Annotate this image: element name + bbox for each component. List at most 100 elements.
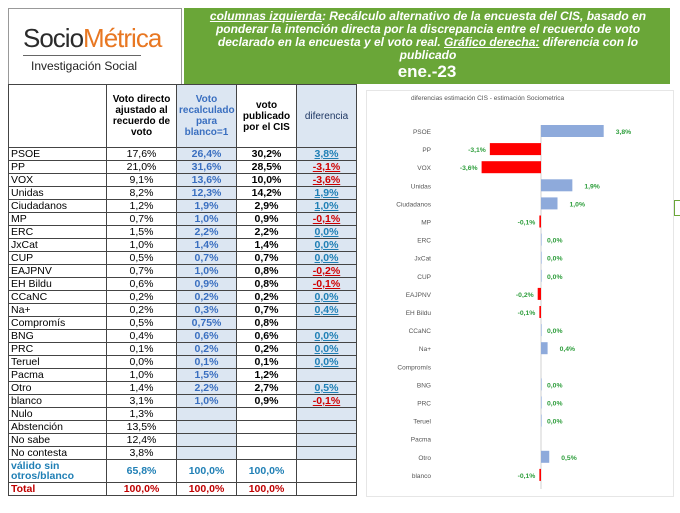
chart-category-label: EAJPNV [406,292,432,299]
direct-cell: 0,4% [106,329,177,343]
chart-data-label: 0,4% [560,346,576,353]
total-published-cell: 100,0% [236,482,297,496]
table-row: Compromís 0,5% 0,75% 0,8% [8,316,357,330]
chart-category-label: EH Bildu [406,310,432,317]
chart-category-label: JxCat [414,256,431,263]
direct-cell: 1,0% [106,368,177,382]
table-row: EH Bildu 0,6% 0,9% 0,8% -0,1% [8,277,357,291]
difference-cell: 1,0% [296,199,357,213]
chart-title: diferencias estimación CIS - estimación … [411,95,565,102]
total-empty-cell [296,482,357,496]
chart-data-label: 0,0% [547,382,563,389]
total-direct-cell: 100,0% [106,482,177,496]
chart-category-label: Otro [418,455,431,462]
chart-data-label: 0,0% [547,328,563,335]
difference-cell: 1,9% [296,186,357,200]
results-table: Voto directo ajustado al recuerdo de vot… [8,84,357,496]
header-published: voto publicado por el CIS [236,84,297,148]
direct-cell: 0,2% [106,290,177,304]
published-cell: 0,2% [236,342,297,356]
table-row: Nulo 1,3% [8,407,357,421]
chart-category-label: PP [422,147,431,154]
chart-category-label: ERC [417,238,431,245]
table-row: JxCat 1,0% 1,4% 1,4% 0,0% [8,238,357,252]
party-cell: Unidas [8,186,107,200]
recalc-cell: 1,0% [176,394,237,408]
published-cell: 28,5% [236,160,297,174]
direct-cell: 3,8% [106,446,177,460]
difference-cell: 0,0% [296,238,357,252]
chart-category-label: Na+ [419,346,431,353]
recalc-cell: 31,6% [176,160,237,174]
published-cell [236,433,297,447]
banner-text-right: diferencia con lo publicado [399,35,639,62]
chart-category-label: Teruel [413,419,431,426]
direct-cell: 1,2% [106,199,177,213]
total-recalc-cell: 100,0% [176,482,237,496]
table-row: VOX 9,1% 13,6% 10,0% -3,6% [8,173,357,187]
chart-category-label: CUP [417,274,431,281]
valid-recalc-cell: 100,0% [176,459,237,483]
difference-cell: 0,0% [296,355,357,369]
published-cell: 14,2% [236,186,297,200]
party-cell: CCaNC [8,290,107,304]
chart-data-label: 3,8% [616,129,632,136]
direct-cell: 1,4% [106,381,177,395]
chart-data-label: 0,0% [547,256,563,263]
chart-category-label: Pacma [411,437,432,444]
table-row: Abstención 13,5% [8,420,357,434]
chart-bar [541,396,542,409]
table-row: PRC 0,1% 0,2% 0,2% 0,0% [8,342,357,356]
party-cell: Abstención [8,420,107,434]
published-cell: 0,9% [236,212,297,226]
published-cell: 30,2% [236,147,297,161]
difference-cell: -0,1% [296,394,357,408]
table-row: CUP 0,5% 0,7% 0,7% 0,0% [8,251,357,265]
party-cell: Ciudadanos [8,199,107,213]
chart-data-label: -0,2% [516,292,534,299]
party-cell: PP [8,160,107,174]
difference-cell [296,316,357,330]
recalc-cell [176,433,237,447]
chart-data-label: -0,1% [518,473,536,480]
recalc-cell [176,446,237,460]
chart-data-label: -3,6% [460,165,478,172]
chart-bar [541,342,548,355]
direct-cell: 0,7% [106,212,177,226]
difference-cell [296,420,357,434]
table-row: Pacma 1,0% 1,5% 1,2% [8,368,357,382]
table-row: ERC 1,5% 2,2% 2,2% 0,0% [8,225,357,239]
difference-cell: 0,4% [296,303,357,317]
party-cell: Pacma [8,368,107,382]
recalc-cell: 13,6% [176,173,237,187]
published-cell: 2,2% [236,225,297,239]
header-direct: Voto directo ajustado al recuerdo de vot… [106,84,177,148]
direct-cell: 9,1% [106,173,177,187]
table-row: MP 0,7% 1,0% 0,9% -0,1% [8,212,357,226]
difference-cell: 0,0% [296,329,357,343]
header-party [8,84,107,148]
banner-date: ene.-23 [397,62,457,81]
chart-data-label: 0,5% [561,455,577,462]
direct-cell: 0,0% [106,355,177,369]
published-cell: 1,4% [236,238,297,252]
chart-data-label: 0,0% [547,238,563,245]
logo-subtitle: Investigación Social [31,59,138,73]
difference-cell: 0,0% [296,251,357,265]
published-cell [236,446,297,460]
published-cell: 10,0% [236,173,297,187]
published-cell: 2,9% [236,199,297,213]
chart-bar [489,143,541,156]
published-cell [236,420,297,434]
chart-category-label: blanco [412,473,432,480]
party-cell: VOX [8,173,107,187]
total-row: Total 100,0% 100,0% 100,0% [8,482,357,496]
party-cell: PSOE [8,147,107,161]
valid-empty-cell [296,459,357,483]
recalc-cell: 0,9% [176,277,237,291]
chart-category-label: PSOE [413,129,432,136]
chart-category-label: Compromís [397,364,431,371]
party-cell: No sabe [8,433,107,447]
recalc-cell: 0,2% [176,290,237,304]
published-cell: 0,7% [236,303,297,317]
